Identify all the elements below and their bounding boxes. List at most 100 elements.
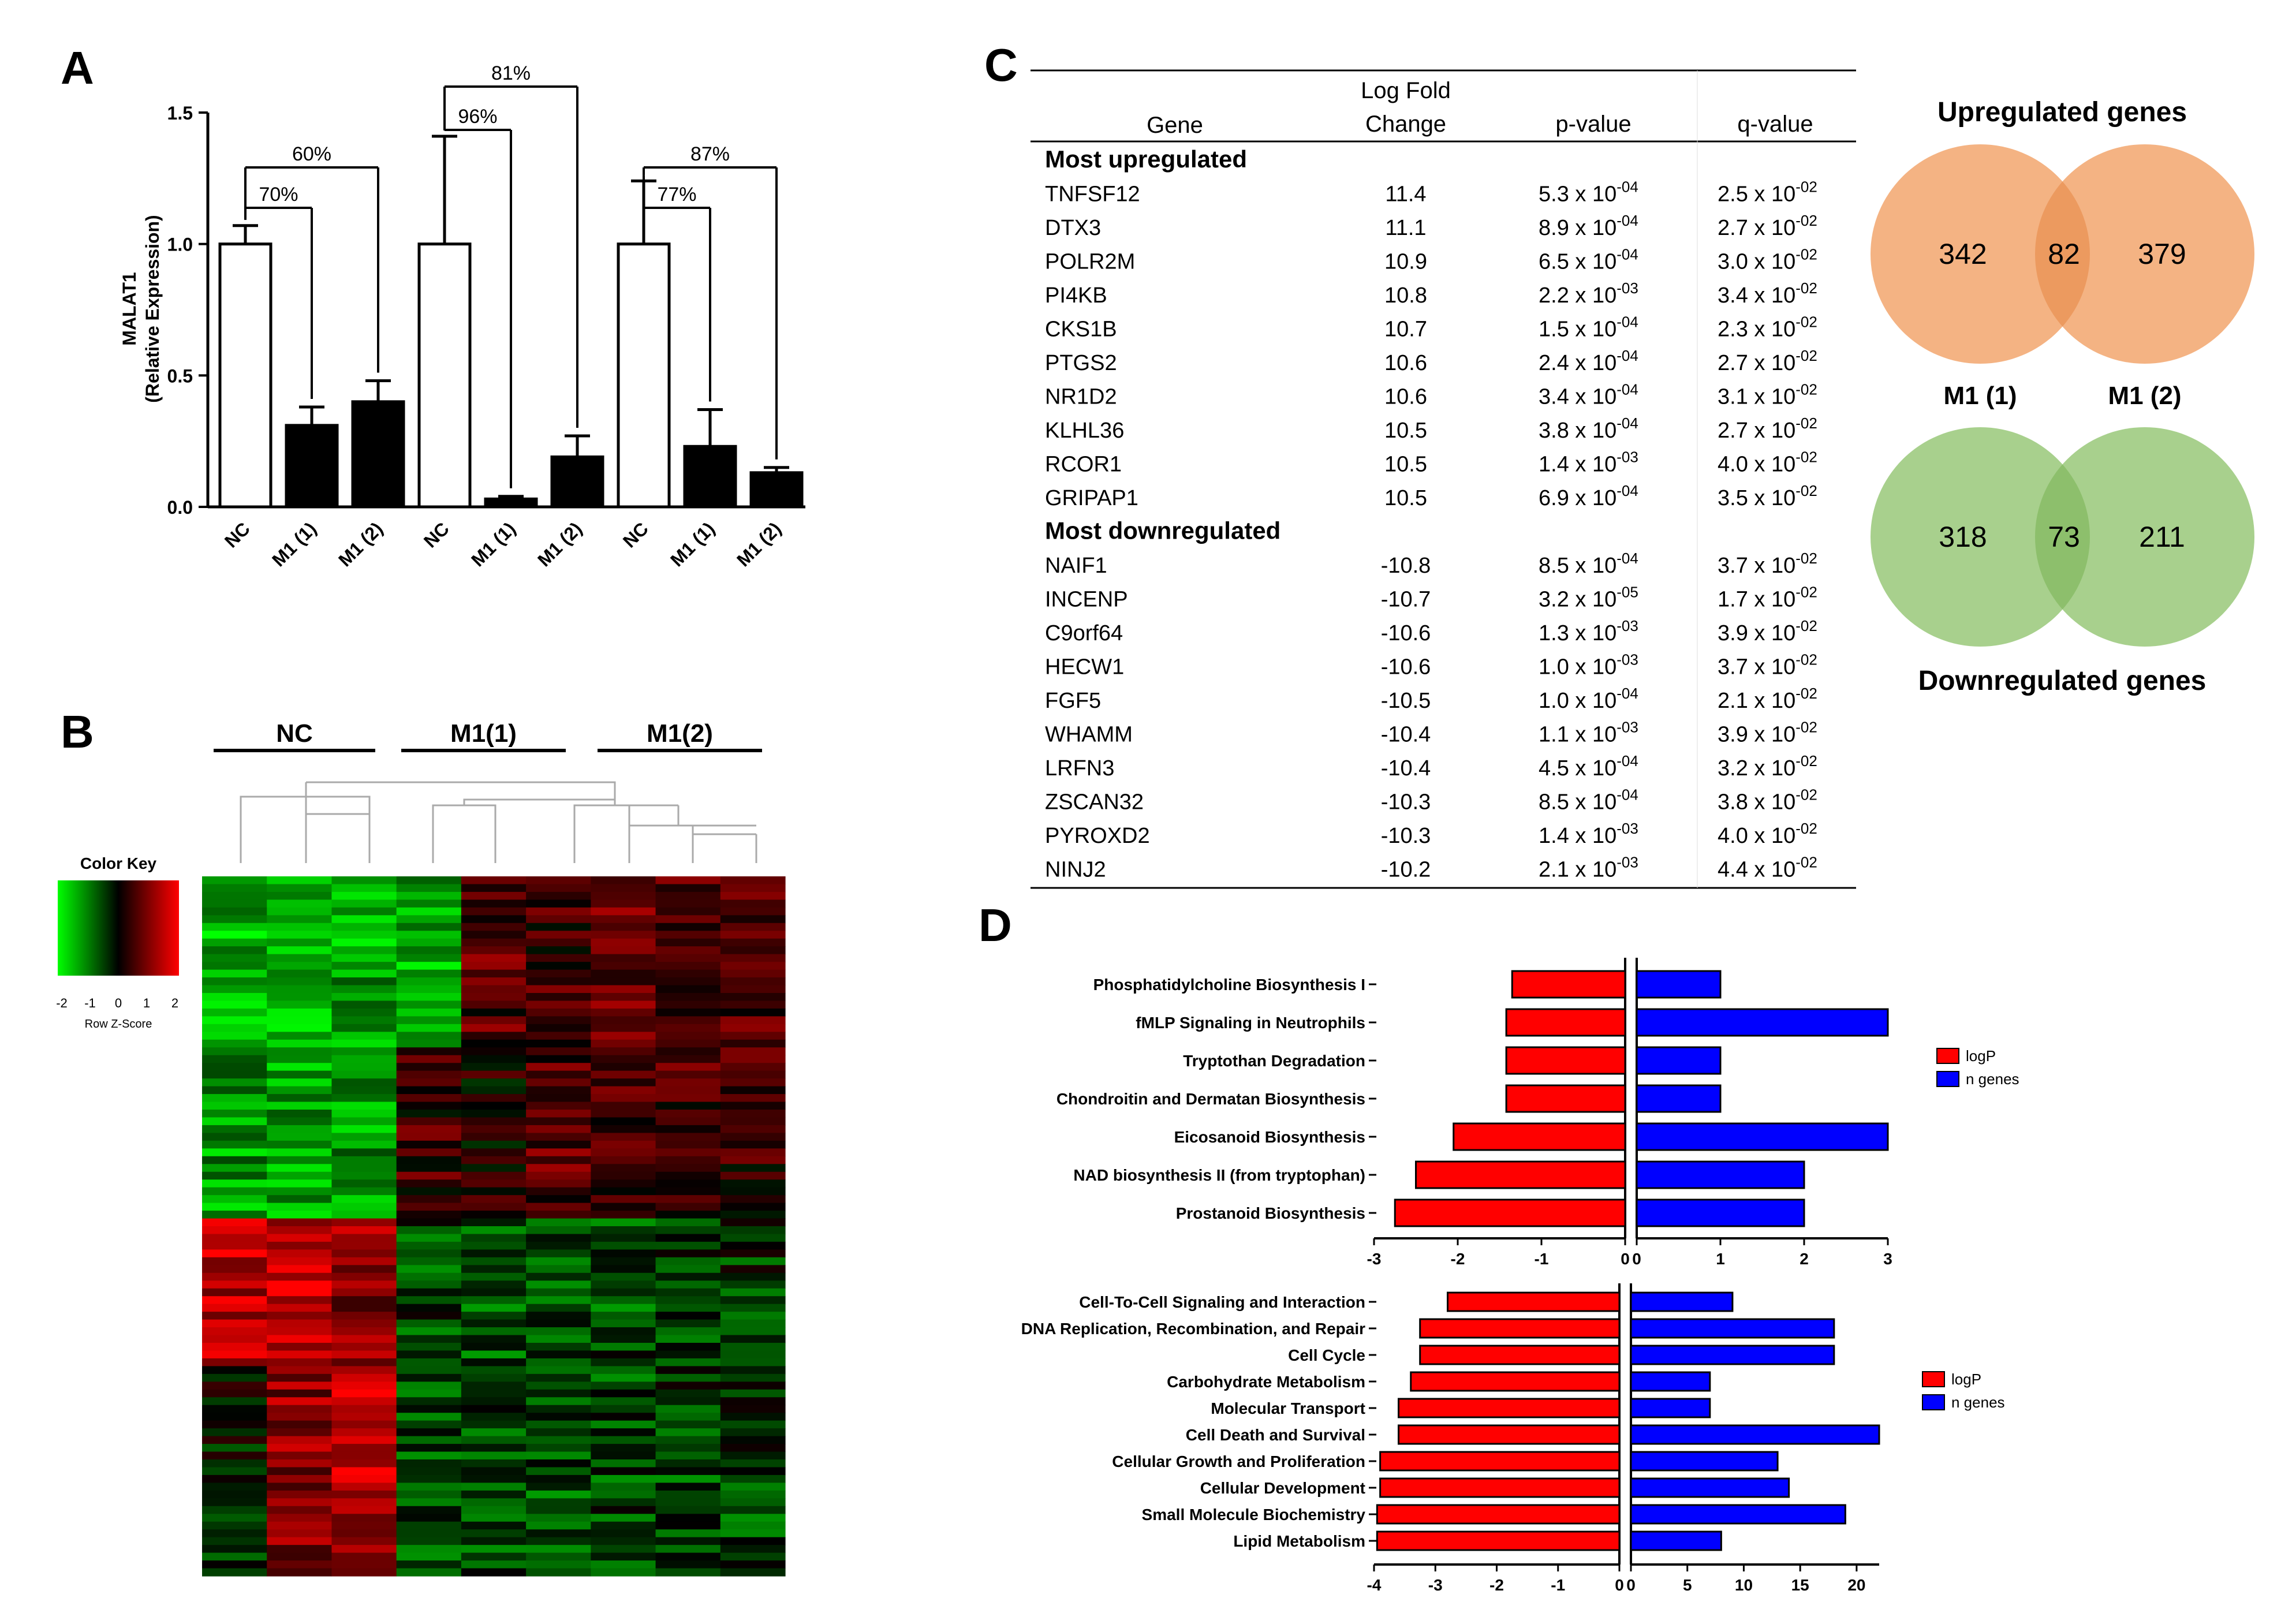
- b-heatmap-cell: [655, 1506, 721, 1514]
- a-x-tick-label: M1 (1): [666, 518, 719, 570]
- c-log-fold: -10.7: [1381, 588, 1431, 612]
- b-heatmap-cell: [720, 1047, 786, 1056]
- b-heatmap-cell: [331, 1483, 397, 1491]
- b-heatmap-cell: [267, 1226, 333, 1235]
- b-heatmap-cell: [526, 938, 591, 947]
- d-bottom-right-tick-label: 15: [1791, 1576, 1809, 1594]
- b-heatmap-cell: [396, 1280, 462, 1289]
- b-heatmap-cell: [461, 1140, 527, 1149]
- b-heatmap-cell: [396, 1451, 462, 1460]
- venn-down-right-count: 211: [2139, 521, 2185, 553]
- b-heatmap-cell: [331, 1552, 397, 1561]
- b-heatmap-cell: [331, 1451, 397, 1460]
- b-heatmap-cell: [202, 1211, 267, 1219]
- b-heatmap-cell: [331, 1459, 397, 1468]
- b-heatmap-cell: [396, 1102, 462, 1110]
- b-heatmap-cell: [267, 1249, 333, 1258]
- b-heatmap-cell: [202, 1514, 267, 1522]
- b-heatmap-cell: [396, 1249, 462, 1258]
- b-heatmap-cell: [202, 1272, 267, 1281]
- b-heatmap-cell: [720, 993, 786, 1002]
- b-heatmap-cell: [267, 1397, 333, 1406]
- b-heatmap-cell: [267, 1483, 333, 1491]
- b-heatmap-cell: [591, 1063, 656, 1071]
- b-heatmap-cell: [461, 977, 527, 986]
- b-heatmap-cell: [331, 1304, 397, 1312]
- b-heatmap-cell: [591, 1016, 656, 1025]
- b-heatmap-cell: [720, 1094, 786, 1103]
- b-heatmap-cell: [526, 1381, 591, 1390]
- b-heatmap-cell: [526, 1086, 591, 1095]
- b-heatmap-cell: [331, 876, 397, 885]
- b-heatmap-cell: [331, 1187, 397, 1196]
- b-heatmap-cell: [591, 1343, 656, 1351]
- d-bottom-logp-bar: [1447, 1291, 1621, 1312]
- b-heatmap-cell: [202, 1078, 267, 1087]
- b-heatmap-cell: [461, 1272, 527, 1281]
- c-p-value: 1.4 x 10-03: [1539, 820, 1638, 848]
- b-heatmap-cell: [591, 1413, 656, 1421]
- b-heatmap-cell: [655, 1226, 721, 1235]
- b-heatmap-cell: [267, 1110, 333, 1118]
- b-heatmap-cell: [461, 1203, 527, 1211]
- b-heatmap-cell: [331, 1257, 397, 1265]
- b-heatmap-cell: [461, 946, 527, 955]
- venn-up-circle-right: [2035, 144, 2254, 364]
- b-heatmap-cell: [331, 1288, 397, 1297]
- b-heatmap-cell: [720, 1529, 786, 1538]
- b-heatmap-cell: [461, 1296, 527, 1305]
- b-heatmap-cell: [267, 1428, 333, 1437]
- b-heatmap-cell: [267, 1560, 333, 1569]
- b-heatmap-cell: [591, 1490, 656, 1499]
- b-heatmap-cell: [526, 1179, 591, 1188]
- b-heatmap-cell: [655, 1211, 721, 1219]
- b-heatmap-cell: [202, 1024, 267, 1032]
- b-heatmap-cell: [267, 1389, 333, 1398]
- d-bottom-ngenes-bar: [1630, 1371, 1711, 1392]
- b-heatmap-cell: [267, 938, 333, 947]
- b-heatmap-cell: [396, 1241, 462, 1250]
- b-heatmap-cell: [526, 1187, 591, 1196]
- b-heatmap-cell: [461, 1389, 527, 1398]
- c-q-value: 2.5 x 10-02: [1718, 178, 1817, 207]
- b-heatmap-cell: [396, 1016, 462, 1025]
- b-heatmap-cell: [526, 1568, 591, 1577]
- b-heatmap-cell: [526, 1405, 591, 1413]
- b-heatmap-cell: [526, 1047, 591, 1056]
- b-heatmap-cell: [461, 1102, 527, 1110]
- b-heatmap-cell: [396, 1521, 462, 1530]
- b-heatmap-cell: [267, 1514, 333, 1522]
- b-heatmap-cell: [720, 946, 786, 955]
- b-heatmap-cell: [720, 1474, 786, 1483]
- venn-down-circle-right: [2035, 427, 2254, 647]
- c-p-value: 3.4 x 10-04: [1539, 381, 1638, 409]
- b-heatmap-cell: [526, 1249, 591, 1258]
- c-p-value: 3.2 x 10-05: [1539, 584, 1638, 612]
- b-heatmap-cell: [267, 1070, 333, 1079]
- b-heatmap-cell: [720, 1164, 786, 1173]
- b-heatmap-cell: [720, 891, 786, 900]
- b-heatmap-cell: [526, 1078, 591, 1087]
- b-heatmap-cell: [591, 1164, 656, 1173]
- c-q-value: 3.8 x 10-02: [1718, 786, 1817, 815]
- d-bottom-ngenes-bar: [1630, 1477, 1790, 1498]
- b-heatmap-cell: [202, 1226, 267, 1235]
- b-heatmap-cell: [202, 1312, 267, 1320]
- b-heatmap-cell: [396, 1063, 462, 1071]
- b-heatmap-cell: [591, 1537, 656, 1545]
- b-heatmap-cell: [202, 931, 267, 939]
- b-heatmap-cell: [526, 1265, 591, 1274]
- b-heatmap-cell: [331, 1436, 397, 1444]
- d-bottom-logp-bar: [1398, 1398, 1621, 1418]
- b-heatmap-cell: [396, 891, 462, 900]
- b-dendrogram-branch: [432, 804, 496, 863]
- b-heatmap-cell: [526, 1148, 591, 1157]
- b-heatmap-cell: [461, 1568, 527, 1577]
- b-heatmap-cell: [202, 884, 267, 893]
- b-heatmap-cell: [526, 1529, 591, 1538]
- b-heatmap-cell: [655, 1032, 721, 1040]
- b-heatmap-cell: [655, 899, 721, 908]
- b-heatmap-cell: [720, 1413, 786, 1421]
- b-heatmap-cell: [720, 1444, 786, 1453]
- b-heatmap-cell: [331, 1498, 397, 1507]
